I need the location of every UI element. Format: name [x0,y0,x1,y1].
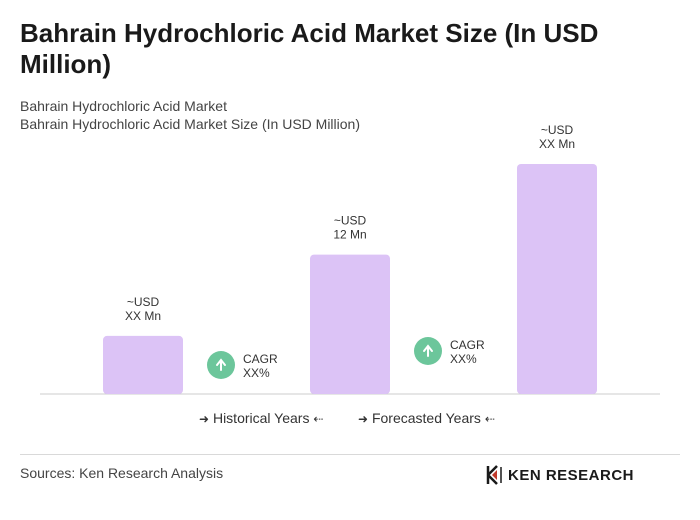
cagr-label: CAGR [243,352,278,366]
arrow-left-icon: ⇠ [313,412,324,426]
bar-value-label: ~USD [541,123,574,137]
chart-subtitle-unit: Bahrain Hydrochloric Acid Market Size (I… [20,116,360,132]
arrow-right-icon: ➜ [358,412,369,426]
arrow-right-icon: ➜ [199,412,210,426]
bar-value-label: ~USD [334,214,367,228]
bar-value-label: 12 Mn [333,228,366,242]
legend-forecasted-label: Forecasted Years [371,410,481,426]
bar-value-label: XX Mn [539,137,575,151]
ken-research-logo-icon [486,465,502,485]
brand-logo: KEN RESEARCH [486,463,658,487]
source-note: Sources: Ken Research Analysis [20,465,224,481]
arrow-left-icon: ⇠ [484,412,495,426]
cagr-value: XX% [450,352,477,366]
up-arrow-icon [216,358,226,371]
up-arrow-icon [423,344,433,357]
bar [517,164,597,394]
chart-title: Bahrain Hydrochloric Acid Market Size (I… [20,18,599,79]
bar [310,254,390,394]
bar [103,335,183,394]
bar-value-label: ~USD [127,295,160,309]
cagr-value: XX% [243,366,270,380]
cagr-label: CAGR [450,338,485,352]
footer-divider [20,454,680,455]
legend-historical-label: Historical Years [212,410,310,426]
brand-name: KEN RESEARCH [508,466,635,484]
legend-forecasted: ➜ Forecasted Years ⇠ [358,409,495,428]
legend-historical: ➜ Historical Years ⇠ [199,409,323,428]
bar-value-label: XX Mn [125,309,161,323]
chart-subtitle: Bahrain Hydrochloric Acid Market [20,98,227,114]
